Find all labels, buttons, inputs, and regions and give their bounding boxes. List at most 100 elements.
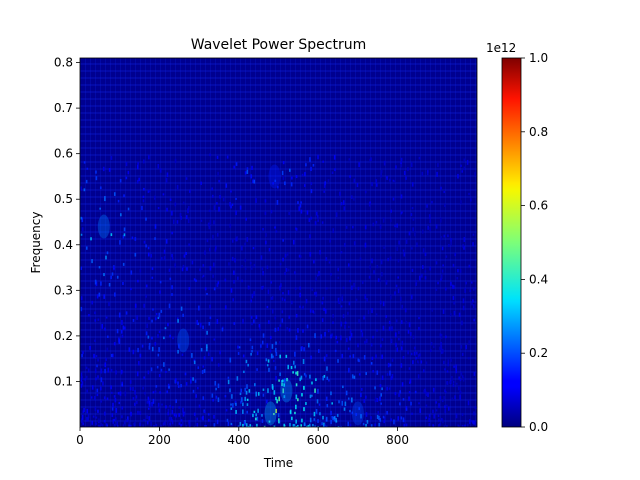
heat-cell bbox=[407, 350, 409, 355]
heat-cell bbox=[342, 286, 345, 290]
heat-cell bbox=[99, 186, 102, 190]
heat-cell bbox=[102, 381, 104, 386]
heat-cell bbox=[361, 281, 364, 285]
heat-cell bbox=[365, 338, 368, 343]
heat-cell bbox=[171, 293, 173, 296]
heat-cell bbox=[380, 169, 383, 174]
heat-cell bbox=[435, 401, 437, 404]
x-tick-label: 800 bbox=[386, 433, 409, 447]
heat-cell bbox=[317, 419, 319, 423]
heat-cell bbox=[130, 288, 132, 291]
heat-cell bbox=[273, 425, 276, 427]
heat-cell bbox=[467, 400, 470, 406]
heat-cell bbox=[266, 305, 269, 309]
heat-cell bbox=[298, 206, 301, 212]
heat-cell bbox=[323, 374, 326, 378]
heat-cell bbox=[177, 317, 179, 320]
heat-cell bbox=[154, 317, 157, 321]
heat-cell bbox=[380, 259, 383, 265]
heat-cell bbox=[379, 418, 382, 422]
heat-cell bbox=[278, 379, 280, 382]
heat-cell bbox=[171, 419, 173, 422]
heat-cell bbox=[294, 271, 296, 275]
heat-cell bbox=[418, 326, 420, 331]
heat-cell bbox=[363, 315, 365, 320]
heat-cell bbox=[335, 335, 338, 340]
heat-cell bbox=[98, 292, 101, 297]
heat-cell bbox=[215, 395, 218, 399]
heat-cell bbox=[106, 347, 109, 351]
hotspot-mark bbox=[97, 214, 110, 239]
heat-cell bbox=[113, 192, 116, 196]
heat-cell bbox=[391, 326, 393, 332]
heat-cell bbox=[330, 273, 332, 276]
heat-cell bbox=[325, 257, 328, 261]
heat-cell bbox=[380, 172, 382, 178]
heat-cell bbox=[132, 349, 135, 355]
heat-cell bbox=[80, 186, 82, 191]
heat-cell bbox=[170, 425, 173, 427]
heat-cell bbox=[286, 377, 288, 382]
heat-cell bbox=[142, 199, 145, 203]
heat-cell bbox=[136, 179, 139, 184]
heat-cell bbox=[338, 400, 340, 404]
heat-cell bbox=[306, 425, 308, 427]
heat-cell bbox=[178, 406, 181, 409]
heat-cell bbox=[344, 321, 347, 324]
heat-cell bbox=[435, 261, 438, 265]
heat-cell bbox=[392, 197, 395, 201]
heat-cell bbox=[250, 315, 253, 319]
y-axis-label: Frequency bbox=[29, 212, 43, 274]
heat-cell bbox=[164, 421, 166, 425]
heat-cell bbox=[165, 177, 168, 183]
heat-cell bbox=[185, 177, 188, 180]
heat-cell bbox=[209, 219, 212, 225]
heat-cell bbox=[375, 179, 378, 183]
heat-cell bbox=[88, 313, 90, 317]
heat-cell bbox=[301, 346, 303, 350]
heat-cell bbox=[330, 391, 332, 396]
heat-cell bbox=[314, 333, 316, 339]
heat-cell bbox=[216, 419, 219, 425]
heat-cell bbox=[351, 397, 353, 403]
heat-cell bbox=[433, 413, 435, 419]
heat-cell bbox=[321, 318, 324, 323]
heat-cell bbox=[237, 276, 239, 280]
heat-cell bbox=[116, 328, 119, 334]
heat-cell bbox=[401, 340, 404, 346]
heat-cell bbox=[177, 349, 179, 354]
heat-cell bbox=[394, 332, 397, 338]
heat-cell bbox=[106, 251, 109, 255]
heat-cell bbox=[295, 175, 298, 179]
heat-cell bbox=[272, 355, 274, 359]
heat-cell bbox=[282, 388, 285, 394]
heat-cell bbox=[435, 409, 438, 412]
heat-cell bbox=[110, 391, 113, 394]
heat-cell bbox=[321, 422, 323, 426]
heat-cell bbox=[299, 203, 302, 208]
heat-cell bbox=[283, 395, 286, 399]
heat-cell bbox=[158, 373, 161, 378]
heat-cell bbox=[448, 243, 450, 247]
heat-cell bbox=[459, 378, 462, 382]
heat-cell bbox=[460, 344, 463, 349]
heat-cell bbox=[239, 205, 242, 210]
heat-cell bbox=[241, 245, 243, 251]
heat-cell bbox=[314, 221, 317, 226]
heat-cell bbox=[444, 405, 446, 409]
heat-cell bbox=[86, 416, 88, 422]
heat-cell bbox=[103, 411, 106, 416]
heat-cell bbox=[377, 411, 380, 415]
heat-cell bbox=[158, 408, 161, 413]
heat-cell bbox=[253, 179, 256, 184]
heat-cell bbox=[358, 407, 361, 411]
heat-cell bbox=[389, 363, 392, 367]
heat-cell bbox=[315, 211, 318, 216]
heat-cell bbox=[193, 278, 196, 281]
heat-cell bbox=[167, 322, 169, 327]
heat-cell bbox=[114, 398, 117, 403]
heat-cell bbox=[364, 190, 367, 194]
heat-cell bbox=[309, 234, 311, 239]
heat-cell bbox=[348, 367, 350, 373]
heat-cell bbox=[249, 261, 252, 265]
